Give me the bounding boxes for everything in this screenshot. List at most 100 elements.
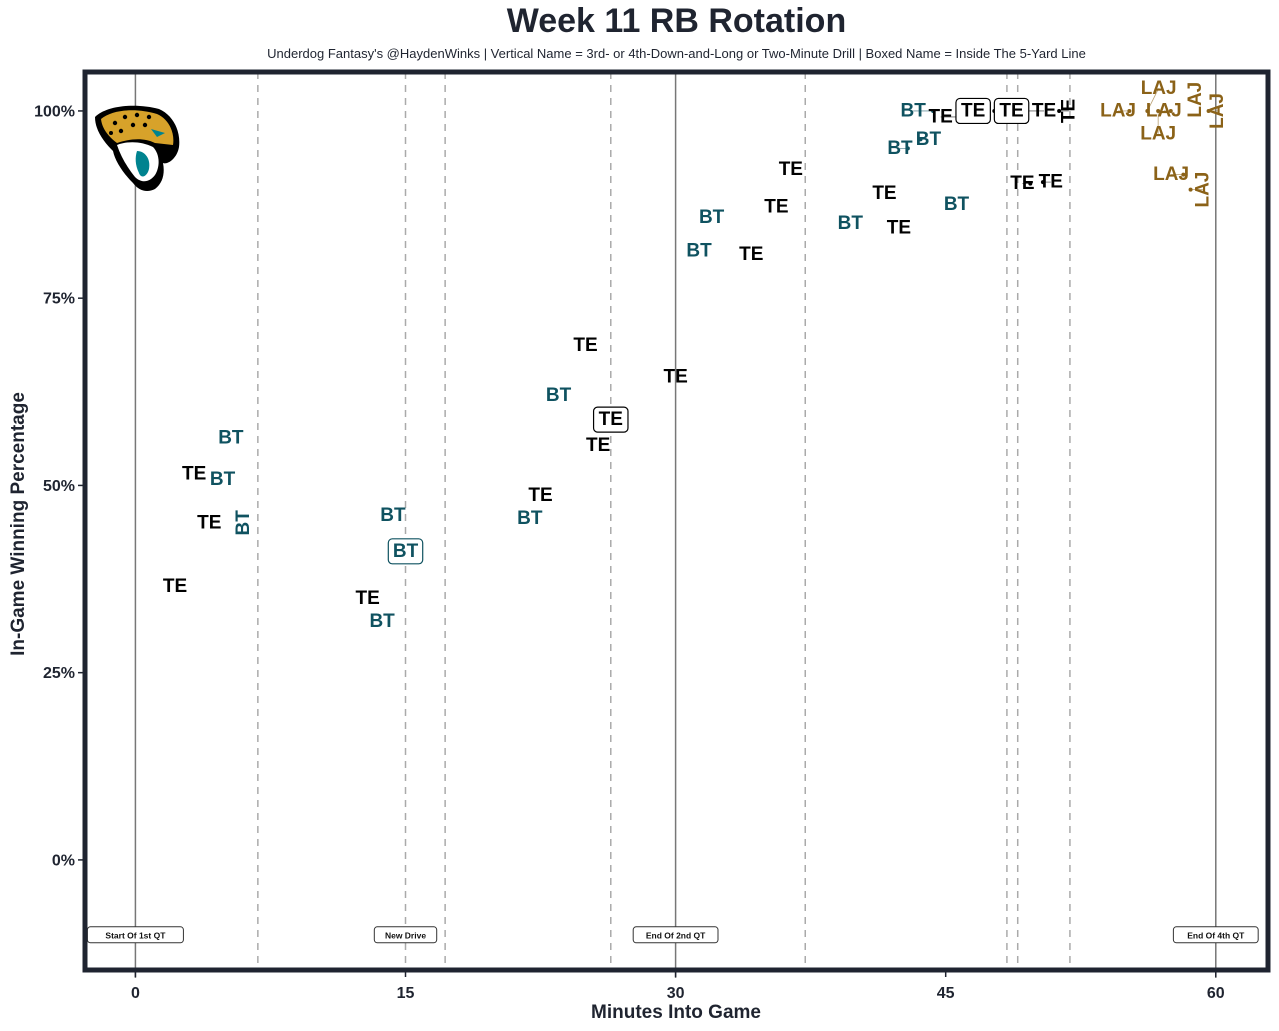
point-marker xyxy=(931,108,936,113)
player-label: BT xyxy=(393,541,419,562)
player-point-te: TE xyxy=(197,512,221,533)
player-label: TE xyxy=(1039,172,1063,193)
inside-5-box xyxy=(955,97,991,125)
y-tick-label: 50% xyxy=(43,478,75,495)
y-tick-label: 100% xyxy=(34,103,75,120)
player-label: BT xyxy=(233,510,254,536)
point-marker xyxy=(1156,108,1161,113)
player-label: TE xyxy=(961,100,985,121)
y-axis-label: In-Game Winning Percentage xyxy=(8,392,29,656)
player-label: TE xyxy=(1010,173,1034,194)
player-point-laj: LAJ xyxy=(1141,78,1177,99)
point-marker xyxy=(1188,187,1193,192)
player-label: BT xyxy=(699,207,725,228)
player-label: TE xyxy=(182,464,206,485)
player-label: TE xyxy=(163,576,187,597)
player-point-te: TE xyxy=(1010,173,1034,194)
chart-subtitle: Underdog Fantasy's @HaydenWinks | Vertic… xyxy=(267,46,1086,61)
point-marker xyxy=(918,137,923,142)
player-point-te: TE xyxy=(586,435,610,456)
player-point-te: TE xyxy=(1039,172,1063,193)
player-point-te: TE xyxy=(955,97,991,125)
event-annotation: Start Of 1st QT xyxy=(86,926,184,944)
player-point-te: TE xyxy=(356,588,380,609)
inside-5-box xyxy=(387,538,424,565)
player-point-laj: LAJ xyxy=(1185,82,1206,118)
x-tick-label: 0 xyxy=(131,985,140,1002)
player-point-te: TE xyxy=(1032,100,1056,121)
x-tick-label: 30 xyxy=(667,985,685,1002)
player-point-bt: BT xyxy=(887,138,913,159)
player-point-bt: BT xyxy=(686,241,712,262)
player-label: LAJ xyxy=(1146,100,1182,121)
player-point-te: TE xyxy=(929,106,953,127)
player-point-laj: LAJ xyxy=(1153,164,1189,185)
player-point-bt: BT xyxy=(699,207,725,228)
player-label: TE xyxy=(599,409,623,430)
player-point-bt: BT xyxy=(210,469,236,490)
point-marker xyxy=(1040,180,1045,185)
player-points: TETETEBTBTBTTEBTBTBTBTTEBTTETETETEBTBTTE… xyxy=(163,78,1228,632)
player-point-te: TE xyxy=(663,366,687,387)
label-leader-line xyxy=(1147,88,1160,112)
player-point-te: TE xyxy=(887,217,911,238)
player-label: TE xyxy=(573,335,597,356)
player-label: BT xyxy=(901,100,927,121)
player-label: LAJ xyxy=(1185,82,1206,118)
player-label: TE xyxy=(1058,99,1079,123)
chart-title: Week 11 RB Rotation xyxy=(506,2,847,40)
player-label: TE xyxy=(197,512,221,533)
player-label: BT xyxy=(369,611,395,632)
player-label: LAJ xyxy=(1192,172,1213,208)
player-label: BT xyxy=(944,194,970,215)
player-point-bt: BT xyxy=(233,510,254,536)
x-tick-label: 15 xyxy=(397,985,415,1002)
point-marker xyxy=(1127,108,1132,113)
player-label: LAJ xyxy=(1100,100,1136,121)
y-tick-label: 0% xyxy=(52,852,75,869)
player-point-te: TE xyxy=(1058,99,1079,123)
player-point-te: TE xyxy=(182,464,206,485)
annotation-box xyxy=(632,926,719,944)
player-point-laj: LAJ xyxy=(1146,100,1182,121)
player-label: LAJ xyxy=(1140,123,1176,144)
player-point-laj: LAJ xyxy=(1100,100,1136,121)
player-label: LAJ xyxy=(1207,93,1228,129)
player-point-te: TE xyxy=(779,159,803,180)
reference-lines: Start Of 1st QT New Drive End Of 2nd QT End… xyxy=(86,72,1259,978)
player-label: BT xyxy=(218,428,244,449)
player-point-te: TE xyxy=(163,576,187,597)
player-label: TE xyxy=(663,366,687,387)
annotation-label: End Of 2nd QT xyxy=(646,930,706,940)
annotation-box xyxy=(373,926,438,944)
player-point-bt: BT xyxy=(380,505,406,526)
inside-5-box xyxy=(592,406,629,433)
player-point-bt: BT xyxy=(901,100,927,121)
annotation-label: End Of 4th QT xyxy=(1187,930,1245,940)
player-point-te: TE xyxy=(872,183,896,204)
axes: 0 15 30 45 60 0% 25% 50% 75% 100% xyxy=(34,103,1225,1002)
player-label: TE xyxy=(887,217,911,238)
player-label: BT xyxy=(686,241,712,262)
player-label: TE xyxy=(779,159,803,180)
player-label: BT xyxy=(887,138,913,159)
x-tick-label: 45 xyxy=(937,985,955,1002)
player-label: LAJ xyxy=(1153,164,1189,185)
annotation-label: Start Of 1st QT xyxy=(105,930,166,940)
jaguars-logo-icon xyxy=(95,105,180,191)
player-label: TE xyxy=(872,183,896,204)
point-marker xyxy=(1028,181,1033,186)
player-label: BT xyxy=(380,505,406,526)
player-label: TE xyxy=(528,485,552,506)
player-label: TE xyxy=(764,196,788,217)
player-point-bt: BT xyxy=(838,213,864,234)
player-point-laj: LAJ xyxy=(1207,93,1228,129)
player-point-te: TE xyxy=(739,244,763,265)
player-point-bt: BT xyxy=(517,508,543,529)
player-point-bt: BT xyxy=(546,385,572,406)
point-marker xyxy=(1168,108,1173,113)
player-label: BT xyxy=(838,213,864,234)
player-label: TE xyxy=(739,244,763,265)
point-marker xyxy=(1181,172,1186,177)
